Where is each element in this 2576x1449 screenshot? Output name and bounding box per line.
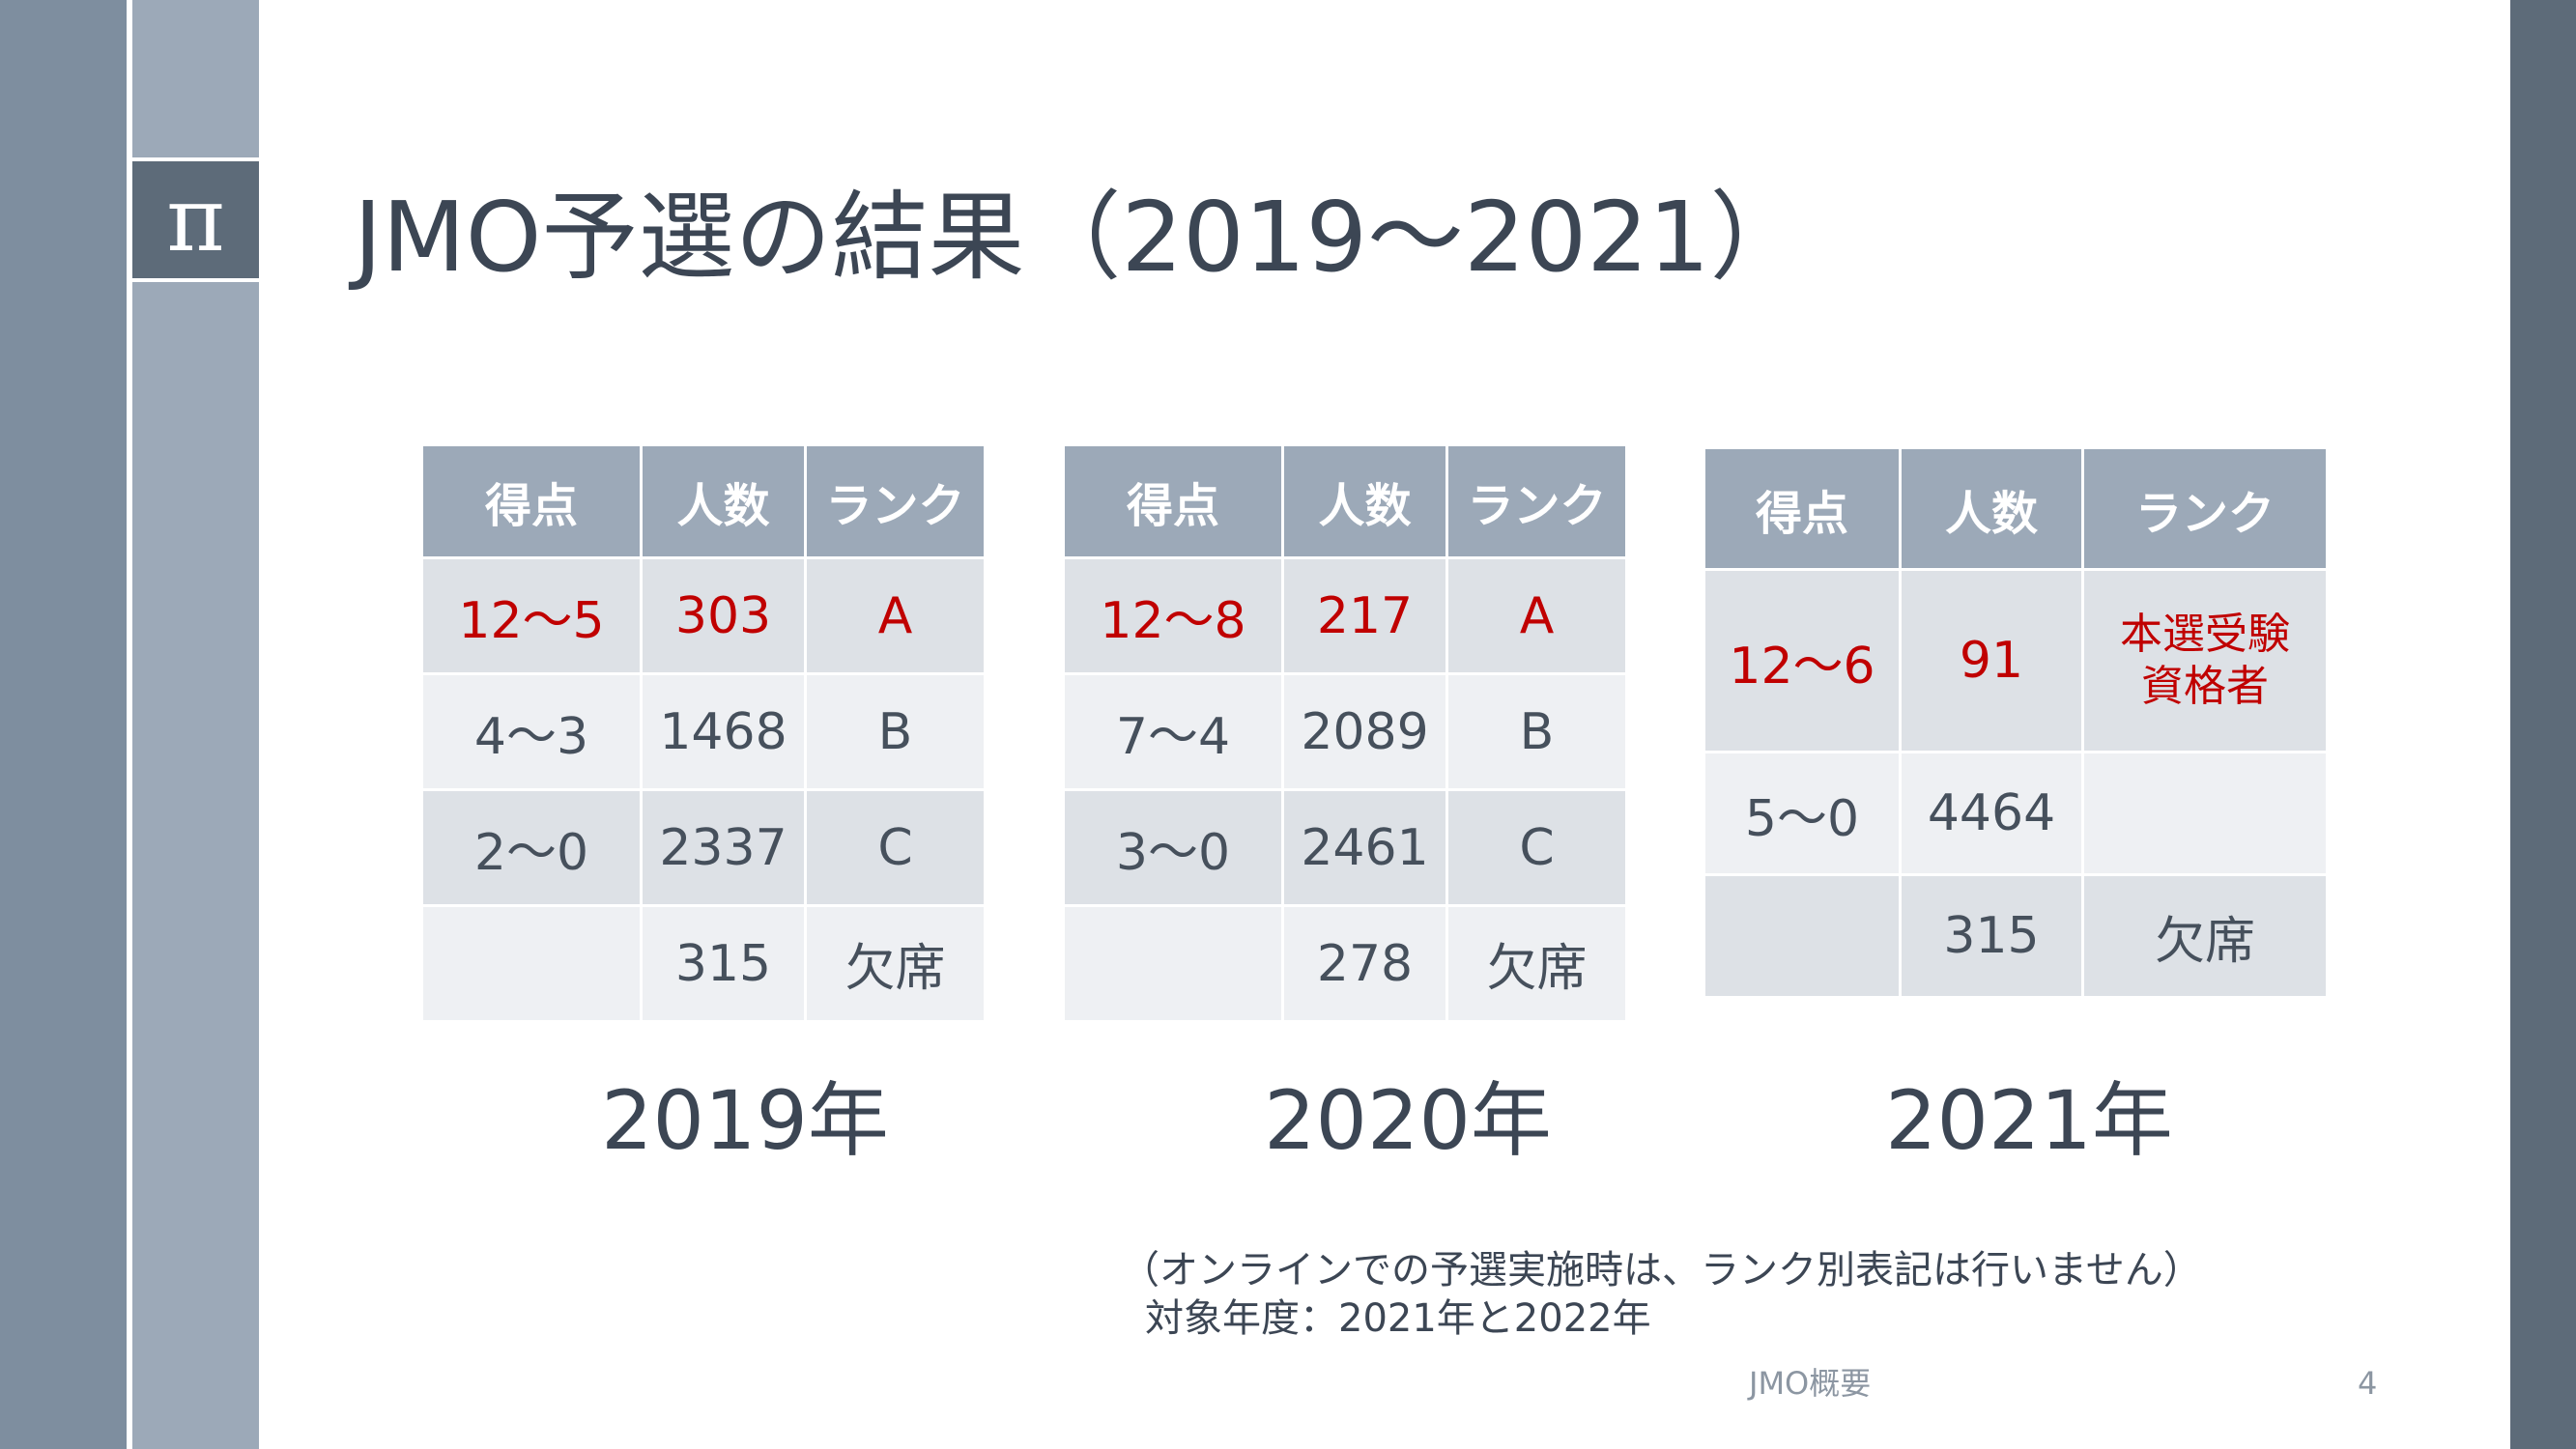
- table-header-row: 得点 人数 ランク: [1705, 449, 2326, 568]
- header-score: 得点: [1705, 449, 1899, 568]
- score-cell: 12～8: [1065, 559, 1281, 672]
- rank-cell: C: [807, 791, 984, 904]
- table-row: 4～3 1468 B: [423, 675, 984, 788]
- header-rank: ランク: [1448, 446, 1625, 556]
- score-cell: 7～4: [1065, 675, 1281, 788]
- table-row: 12～5 303 A: [423, 559, 984, 672]
- rank-cell: B: [1448, 675, 1625, 788]
- score-cell: [423, 907, 640, 1020]
- table-row: 315 欠席: [1705, 876, 2326, 996]
- rank-cell: 欠席: [1448, 907, 1625, 1020]
- count-cell: 217: [1284, 559, 1445, 672]
- slide-title: JMO予選の結果（2019～2021）: [354, 181, 1807, 294]
- score-cell: 12～5: [423, 559, 640, 672]
- year-label-2019: 2019年: [601, 1073, 889, 1168]
- header-count: 人数: [1284, 446, 1445, 556]
- table-row: 12～6 91 本選受験 資格者: [1705, 571, 2326, 751]
- header-count: 人数: [1902, 449, 2081, 568]
- table-row: 315 欠席: [423, 907, 984, 1020]
- table-row: 7～4 2089 B: [1065, 675, 1625, 788]
- table-header-row: 得点 人数 ランク: [423, 446, 984, 556]
- score-cell: 3～0: [1065, 791, 1281, 904]
- score-cell: 12～6: [1705, 571, 1899, 751]
- count-cell: 2337: [643, 791, 804, 904]
- pi-logo-icon: π: [132, 157, 259, 282]
- count-cell: 91: [1902, 571, 2081, 751]
- table-row: 3～0 2461 C: [1065, 791, 1625, 904]
- footer-label: JMO概要: [1749, 1365, 1872, 1402]
- results-table-2021: 得点 人数 ランク 12～6 91 本選受験 資格者 5～0 4464 315 …: [1703, 446, 2329, 999]
- table-row: 12～8 217 A: [1065, 559, 1625, 672]
- left-side-band: [0, 0, 127, 1449]
- year-label-2021: 2021年: [1885, 1073, 2173, 1168]
- rank-cell: [2084, 753, 2326, 873]
- right-side-band: [2510, 0, 2576, 1449]
- header-count: 人数: [643, 446, 804, 556]
- rank-cell: A: [1448, 559, 1625, 672]
- pi-symbol: π: [166, 167, 225, 271]
- rank-cell: 欠席: [2084, 876, 2326, 996]
- header-rank: ランク: [2084, 449, 2326, 568]
- count-cell: 315: [643, 907, 804, 1020]
- score-cell: 5～0: [1705, 753, 1899, 873]
- rank-cell: A: [807, 559, 984, 672]
- qualifier-line: 資格者: [2141, 662, 2269, 711]
- score-cell: 4～3: [423, 675, 640, 788]
- count-cell: 315: [1902, 876, 2081, 996]
- results-table-2019: 得点 人数 ランク 12～5 303 A 4～3 1468 B 2～0 2337…: [420, 443, 987, 1023]
- rank-cell: 本選受験 資格者: [2084, 571, 2326, 751]
- results-table-2020: 得点 人数 ランク 12～8 217 A 7～4 2089 B 3～0 2461…: [1062, 443, 1628, 1023]
- qualifier-line: 本選受験: [2120, 610, 2290, 659]
- table-row: 5～0 4464: [1705, 753, 2326, 873]
- count-cell: 1468: [643, 675, 804, 788]
- count-cell: 4464: [1902, 753, 2081, 873]
- count-cell: 278: [1284, 907, 1445, 1020]
- year-label-2020: 2020年: [1264, 1073, 1552, 1168]
- score-cell: 2～0: [423, 791, 640, 904]
- online-note: （オンラインでの予選実施時は、ランク別表記は行いません）: [1121, 1248, 2202, 1293]
- table-row: 2～0 2337 C: [423, 791, 984, 904]
- count-cell: 2461: [1284, 791, 1445, 904]
- header-rank: ランク: [807, 446, 984, 556]
- table-header-row: 得点 人数 ランク: [1065, 446, 1625, 556]
- rank-cell: B: [807, 675, 984, 788]
- header-score: 得点: [1065, 446, 1281, 556]
- count-cell: 2089: [1284, 675, 1445, 788]
- table-row: 278 欠席: [1065, 907, 1625, 1020]
- rank-cell: C: [1448, 791, 1625, 904]
- page-number: 4: [2358, 1365, 2378, 1402]
- side-band-divider: [127, 0, 132, 1449]
- score-cell: [1705, 876, 1899, 996]
- rank-cell: 欠席: [807, 907, 984, 1020]
- score-cell: [1065, 907, 1281, 1020]
- header-score: 得点: [423, 446, 640, 556]
- count-cell: 303: [643, 559, 804, 672]
- target-year-note: 対象年度：2021年と2022年: [1145, 1296, 1651, 1341]
